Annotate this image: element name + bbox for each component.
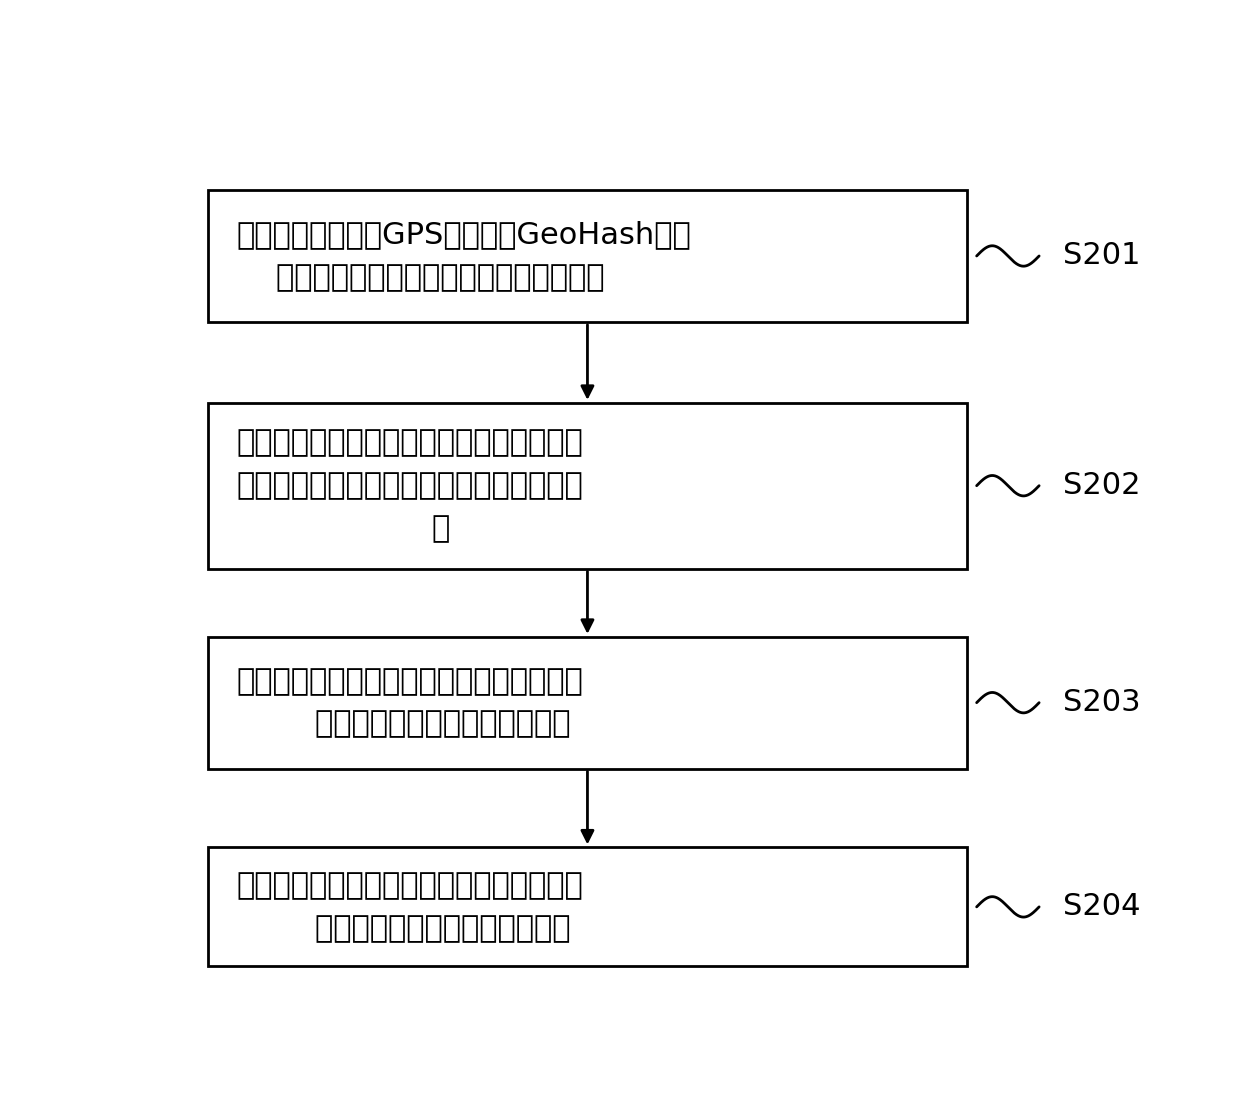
Text: S204: S204 <box>1063 893 1141 922</box>
Text: 按照预设的时间区间，将所述时间区间内相
同的一维字符串聚合为数据库表中的一条记
                    录: 按照预设的时间区间，将所述时间区间内相 同的一维字符串聚合为数据库表中的一条记 … <box>237 429 584 543</box>
Text: S203: S203 <box>1063 688 1141 717</box>
Text: S201: S201 <box>1063 242 1141 271</box>
Bar <box>208 636 967 769</box>
Text: 当接收到查询指令时，在所有的记录中筛选
        出与所述查询指令相匹配的记录: 当接收到查询指令时，在所有的记录中筛选 出与所述查询指令相匹配的记录 <box>237 666 584 738</box>
Bar <box>208 190 967 322</box>
Text: 将接收到的车辆的GPS数据利用GeoHash算法
    转换为两种或两种以上精度的一维字符串: 将接收到的车辆的GPS数据利用GeoHash算法 转换为两种或两种以上精度的一维… <box>237 220 692 292</box>
Text: S202: S202 <box>1063 471 1141 501</box>
Bar <box>208 402 967 569</box>
Bar <box>208 848 967 967</box>
Text: 根据筛选出的记录，生成与所述时间信息和
        地理区域信息相匹配车辆热力图: 根据筛选出的记录，生成与所述时间信息和 地理区域信息相匹配车辆热力图 <box>237 871 584 943</box>
